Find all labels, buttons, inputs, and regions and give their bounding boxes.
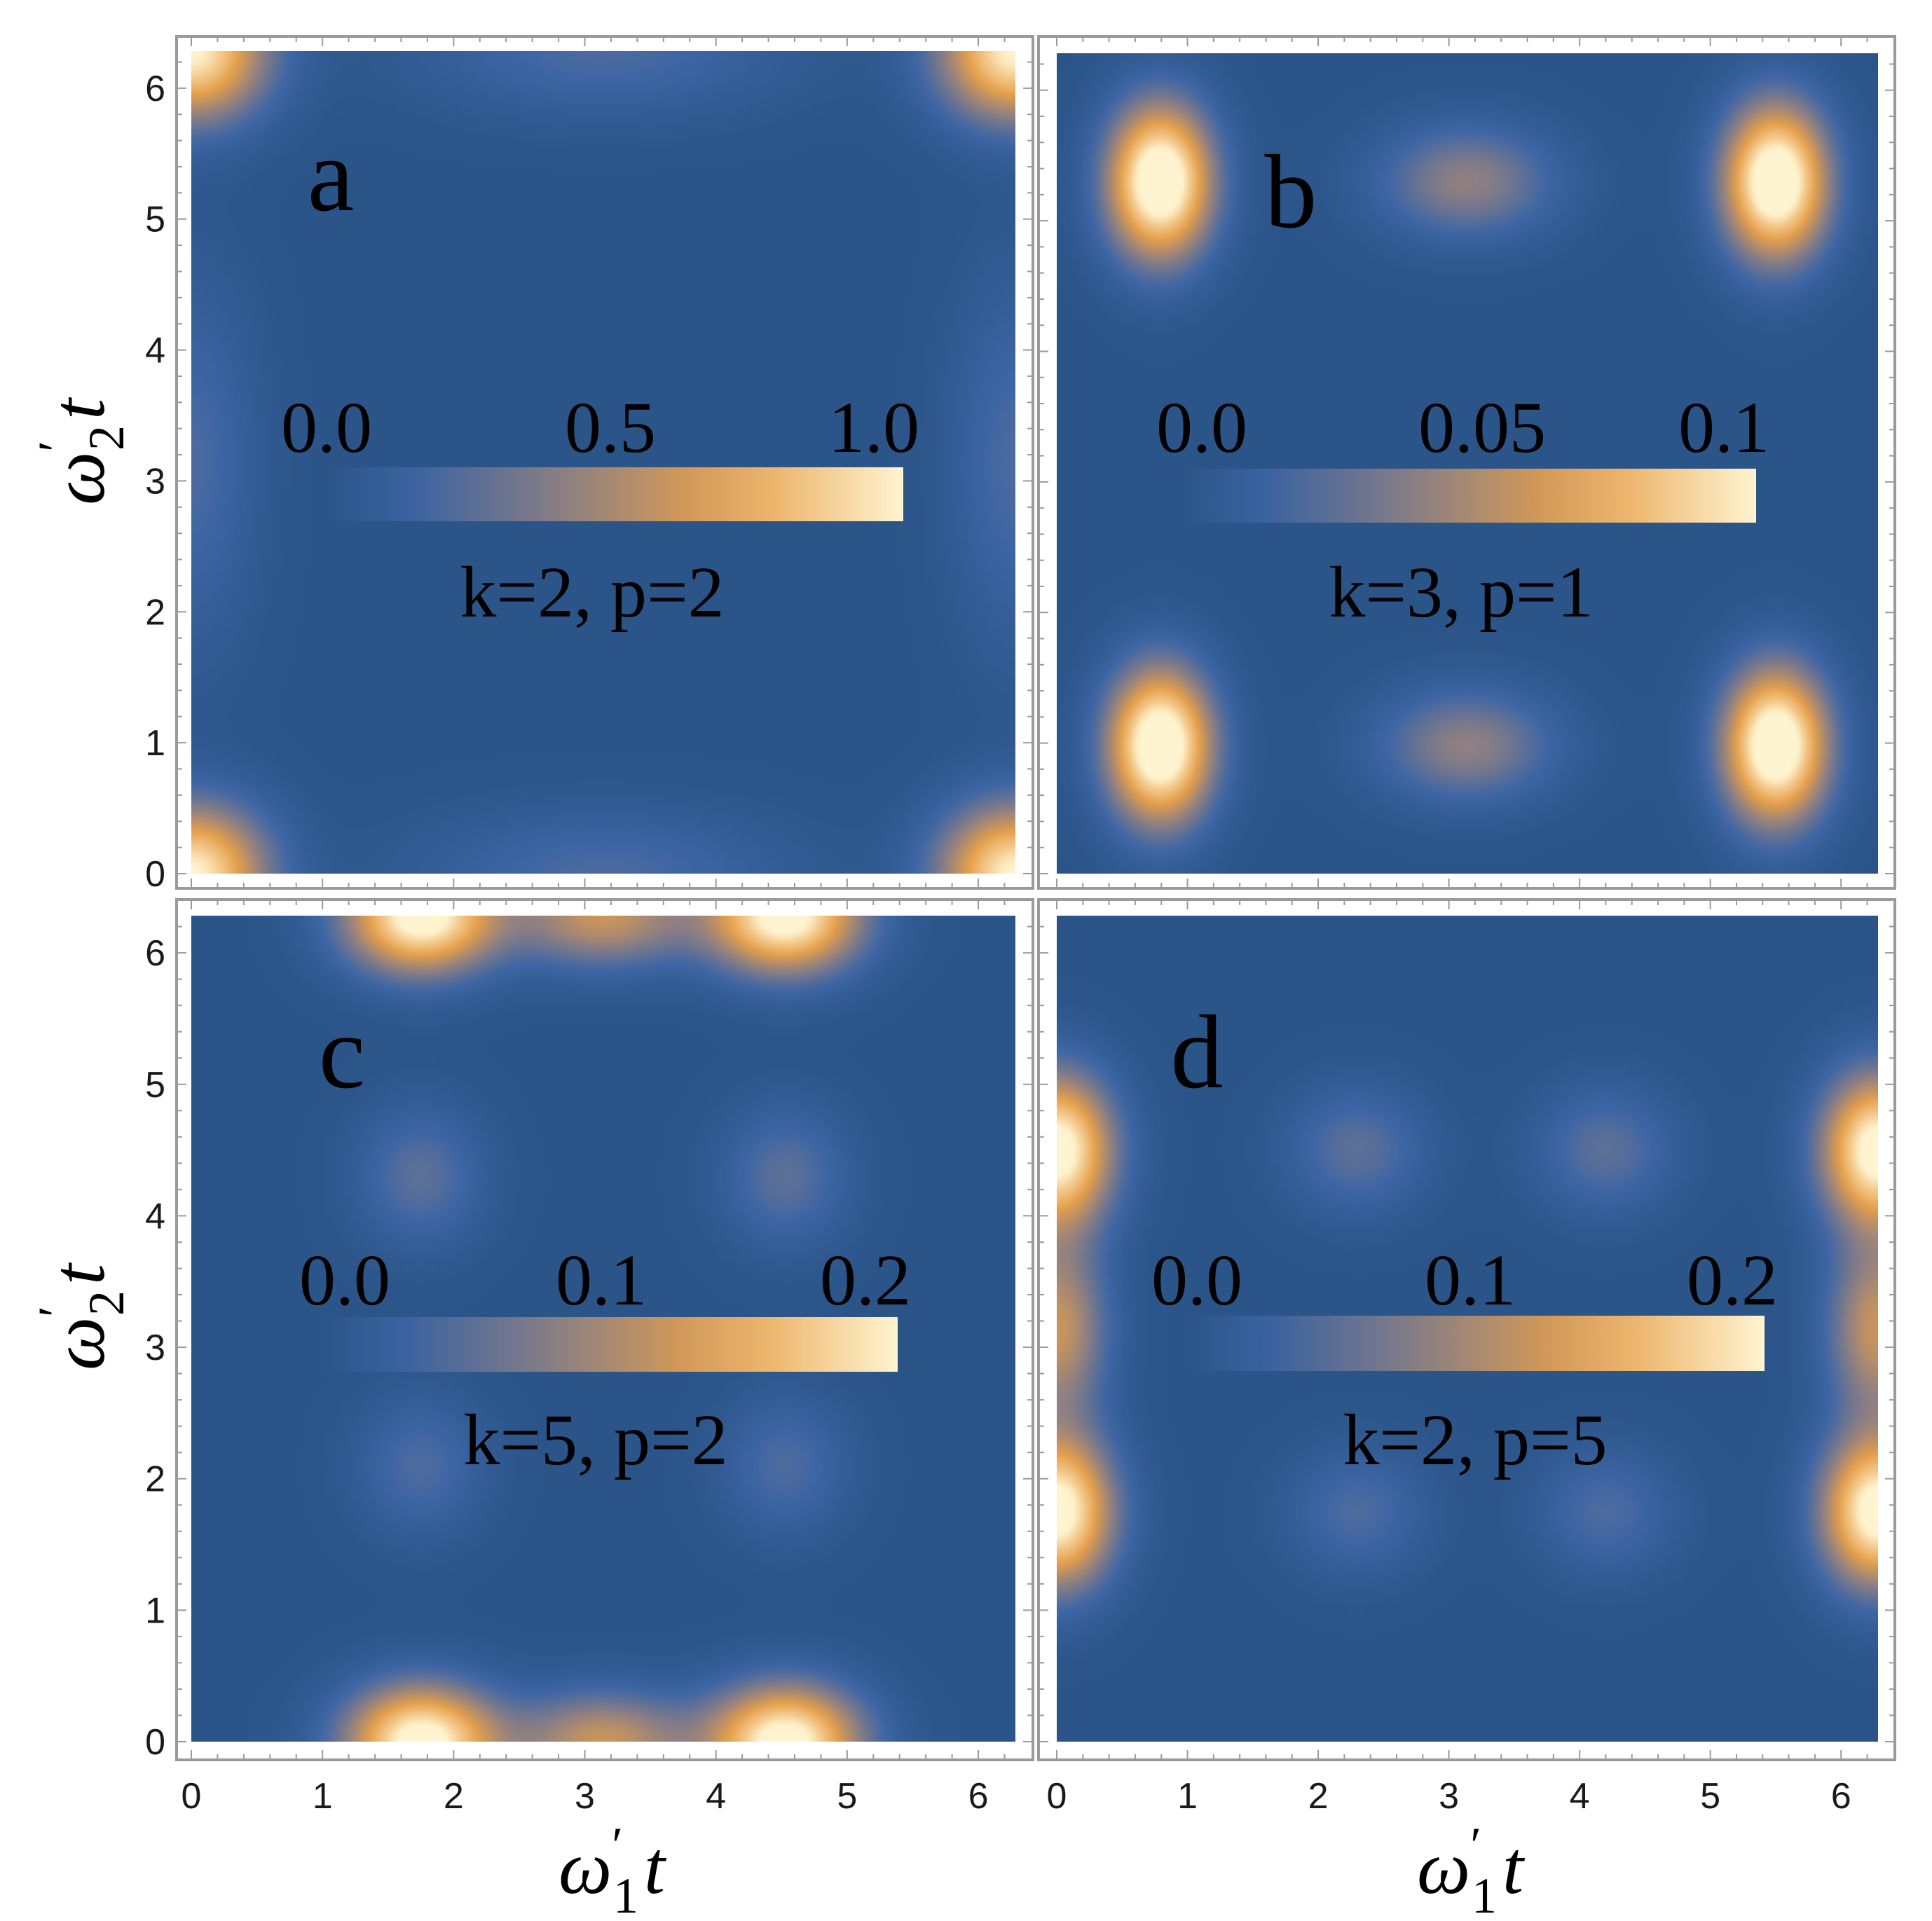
params-label: k=2, p=2: [460, 552, 724, 633]
x-tick-label: 6: [968, 1776, 989, 1817]
colorbar-tick-label: 0.1: [556, 1240, 647, 1321]
panel-letter: b: [1265, 134, 1317, 250]
x-tick-label: 1: [1177, 1776, 1198, 1817]
panel-letter: c: [319, 994, 366, 1110]
x-tick-label: 1: [313, 1776, 333, 1817]
colorbar-tick-label: 0.0: [1156, 387, 1247, 468]
frame-ticks: [177, 36, 1033, 888]
frame-ticks: [1039, 900, 1895, 1760]
y-tick-label: 5: [145, 1065, 165, 1106]
y-tick-label: 2: [145, 1459, 165, 1500]
y-axis-title: ω′2t: [28, 397, 135, 505]
colorbar-tick-label: 0.05: [1418, 387, 1546, 468]
y-tick-label: 1: [145, 723, 165, 764]
axes: 0 1 2 3 4 5 6 0 1 2 3 4 5 6 0 1 2 3 4 5 6 0 1 2 3 4 5 6 ω′ 1t ω′ 1t ω′2t…: [28, 69, 1851, 1921]
panels: a 0.0 0.5 1.0 k=2, p=2 b 0.0 0.05 0.1 k=3, p=1 c 0.…: [175, 35, 1896, 1761]
x-tick-label: 3: [575, 1776, 595, 1817]
y-tick-label: 0: [145, 854, 165, 895]
heatmap-b: [1057, 53, 1878, 874]
frame-ticks: [177, 900, 1033, 1760]
panel-a: a 0.0 0.5 1.0 k=2, p=2: [175, 35, 1034, 890]
colorbar: [1187, 1316, 1765, 1371]
x-tick-label: 4: [706, 1776, 726, 1817]
y-tick-label: 0: [145, 1722, 165, 1763]
panel-letter: d: [1171, 994, 1224, 1110]
panel-c: c 0.0 0.1 0.2 k=5, p=2: [175, 898, 1034, 1761]
colorbar-tick-label: 0.1: [1425, 1240, 1516, 1321]
heatmap-a: [191, 51, 1015, 874]
y-tick-label: 4: [145, 1196, 165, 1237]
x-tick-label: 5: [837, 1776, 857, 1817]
colorbar: [322, 1317, 898, 1372]
x-tick-label: 2: [444, 1776, 464, 1817]
x-axis-title: ω′ 1t: [559, 1817, 667, 1921]
panel-letter: a: [308, 117, 355, 233]
y-tick-label: 5: [145, 200, 165, 240]
x-tick-label: 3: [1439, 1776, 1459, 1817]
y-axis-title: ω′2t: [28, 1262, 135, 1370]
colorbar-tick-label: 0.0: [1151, 1240, 1242, 1321]
y-tick-label: 3: [145, 461, 165, 502]
colorbar: [327, 467, 903, 521]
params-label: k=5, p=2: [463, 1400, 727, 1480]
frame-ticks: [1039, 36, 1895, 888]
y-tick-label: 6: [145, 933, 165, 974]
colorbar-tick-label: 0.0: [299, 1240, 390, 1321]
y-tick-label: 6: [145, 69, 165, 109]
x-tick-label: 5: [1700, 1776, 1720, 1817]
colorbar-tick-label: 0.1: [1678, 387, 1769, 468]
params-label: k=3, p=1: [1329, 552, 1593, 633]
y-tick-label: 2: [145, 592, 165, 633]
x-tick-label: 4: [1570, 1776, 1590, 1817]
colorbar-tick-label: 0.2: [1687, 1240, 1778, 1321]
y-tick-label: 1: [145, 1590, 165, 1631]
panel-b: b 0.0 0.05 0.1 k=3, p=1: [1037, 35, 1896, 890]
colorbar-tick-label: 1.0: [828, 387, 919, 468]
params-label: k=2, p=5: [1343, 1400, 1607, 1480]
x-axis-title: ω′ 1t: [1417, 1817, 1526, 1921]
y-tick-label: 3: [145, 1328, 165, 1368]
y-tick-label: 4: [145, 331, 165, 371]
x-tick-label: 0: [181, 1776, 202, 1817]
colorbar-tick-label: 0.0: [281, 387, 372, 468]
colorbar: [1182, 469, 1756, 523]
x-tick-label: 0: [1047, 1776, 1067, 1817]
colorbar-tick-label: 0.2: [820, 1240, 911, 1321]
x-tick-label: 6: [1831, 1776, 1851, 1817]
colorbar-tick-label: 0.5: [565, 387, 656, 468]
panel-d: d 0.0 0.1 0.2 k=2, p=5: [1037, 898, 1896, 1761]
x-tick-label: 2: [1308, 1776, 1329, 1817]
